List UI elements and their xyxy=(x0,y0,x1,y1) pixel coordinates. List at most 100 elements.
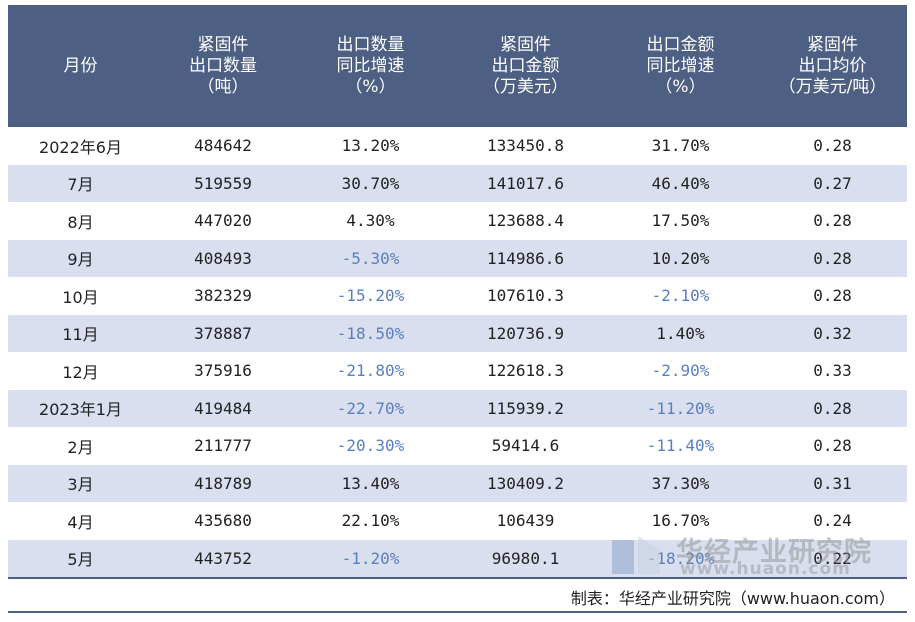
header-line: 出口数量 xyxy=(189,55,257,76)
cell-price: 0.28 xyxy=(758,389,907,427)
cell-month: 3月 xyxy=(8,464,153,502)
table-body: 2022年6月 484642 13.20% 133450.8 31.70% 0.28 7月 5… xyxy=(8,127,907,577)
cell-qty: 419484 xyxy=(153,389,293,427)
cell-amount-yoy: -11.40% xyxy=(603,427,758,465)
header-cell: 出口金额 同比增速 （%） xyxy=(603,5,758,127)
header-cell: 紧固件 出口均价 （万美元/吨） xyxy=(758,5,907,127)
cell-qty-yoy: 22.10% xyxy=(293,502,448,540)
header-line: （%） xyxy=(345,76,396,97)
source-note: 制表：华经产业研究院（www.huaon.com） xyxy=(570,589,895,608)
cell-qty-yoy: -5.30% xyxy=(293,239,448,277)
cell-amount-yoy: -18.20% xyxy=(603,539,758,577)
cell-amount: 115939.2 xyxy=(448,389,603,427)
cell-price: 0.33 xyxy=(758,352,907,390)
table-row: 10月 382329 -15.20% 107610.3 -2.10% 0.28 xyxy=(8,277,907,315)
table-row: 12月 375916 -21.80% 122618.3 -2.90% 0.33 xyxy=(8,352,907,390)
header-line: 紧固件 xyxy=(197,34,249,55)
cell-amount-yoy: 17.50% xyxy=(603,202,758,240)
cell-month: 2月 xyxy=(8,427,153,465)
cell-qty: 447020 xyxy=(153,202,293,240)
cell-amount: 106439 xyxy=(448,502,603,540)
cell-month: 5月 xyxy=(8,539,153,577)
cell-qty-yoy: -15.20% xyxy=(293,277,448,315)
table-row: 2月 211777 -20.30% 59414.6 -11.40% 0.28 xyxy=(8,427,907,465)
cell-month: 12月 xyxy=(8,352,153,390)
cell-amount: 141017.6 xyxy=(448,164,603,202)
cell-month: 4月 xyxy=(8,502,153,540)
export-stats-table: 月份 紧固件 出口数量 （吨） 出口数量 同比增速 （%） 紧固件 出口金额 （万美元） 出口金额同… xyxy=(8,5,907,577)
table-footer: 制表：华经产业研究院（www.huaon.com） xyxy=(8,577,907,613)
cell-qty: 408493 xyxy=(153,239,293,277)
cell-month: 8月 xyxy=(8,202,153,240)
cell-price: 0.27 xyxy=(758,164,907,202)
cell-qty: 378887 xyxy=(153,314,293,352)
header-line: 出口金额 xyxy=(491,55,560,76)
header-line: 出口数量 xyxy=(336,34,405,55)
cell-qty-yoy: 30.70% xyxy=(293,164,448,202)
cell-qty-yoy: 4.30% xyxy=(293,202,448,240)
cell-price: 0.28 xyxy=(758,239,907,277)
cell-amount: 133450.8 xyxy=(448,127,603,165)
table-row: 11月 378887 -18.50% 120736.9 1.40% 0.32 xyxy=(8,314,907,352)
header-cell: 出口数量 同比增速 （%） xyxy=(293,5,448,127)
header-line: （%） xyxy=(655,76,706,97)
cell-month: 2023年1月 xyxy=(8,389,153,427)
cell-price: 0.28 xyxy=(758,427,907,465)
cell-month: 10月 xyxy=(8,277,153,315)
cell-qty: 435680 xyxy=(153,502,293,540)
cell-amount-yoy: 1.40% xyxy=(603,314,758,352)
table-row: 7月 519559 30.70% 141017.6 46.40% 0.27 xyxy=(8,164,907,202)
table-row: 4月 435680 22.10% 106439 16.70% 0.24 xyxy=(8,502,907,540)
cell-amount: 120736.9 xyxy=(448,314,603,352)
header-line: 月份 xyxy=(63,55,98,76)
cell-month: 2022年6月 xyxy=(8,127,153,165)
table-row: 3月 418789 13.40% 130409.2 37.30% 0.31 xyxy=(8,464,907,502)
cell-amount: 122618.3 xyxy=(448,352,603,390)
cell-price: 0.32 xyxy=(758,314,907,352)
table-row: 5月 443752 -1.20% 96980.1 -18.20% 0.22 xyxy=(8,539,907,577)
cell-qty-yoy: 13.20% xyxy=(293,127,448,165)
cell-amount: 59414.6 xyxy=(448,427,603,465)
header-line: 出口均价 xyxy=(798,55,867,76)
header-line: 紧固件 xyxy=(807,34,858,55)
header-line: 紧固件 xyxy=(500,34,551,55)
cell-price: 0.31 xyxy=(758,464,907,502)
header-line: （万美元/吨） xyxy=(778,76,887,97)
cell-qty-yoy: 13.40% xyxy=(293,464,448,502)
cell-qty: 382329 xyxy=(153,277,293,315)
table-header-row: 月份 紧固件 出口数量 （吨） 出口数量 同比增速 （%） 紧固件 出口金额 （万美元） 出口金额同… xyxy=(8,5,907,127)
header-line: 出口金额 xyxy=(646,34,715,55)
cell-month: 7月 xyxy=(8,164,153,202)
table-row: 8月 447020 4.30% 123688.4 17.50% 0.28 xyxy=(8,202,907,240)
cell-amount-yoy: 37.30% xyxy=(603,464,758,502)
cell-amount-yoy: 31.70% xyxy=(603,127,758,165)
cell-amount: 130409.2 xyxy=(448,464,603,502)
cell-amount-yoy: -11.20% xyxy=(603,389,758,427)
cell-amount: 107610.3 xyxy=(448,277,603,315)
cell-price: 0.28 xyxy=(758,127,907,165)
header-cell: 月份 xyxy=(8,5,153,127)
cell-qty-yoy: -22.70% xyxy=(293,389,448,427)
cell-qty: 443752 xyxy=(153,539,293,577)
cell-amount: 123688.4 xyxy=(448,202,603,240)
cell-price: 0.28 xyxy=(758,202,907,240)
header-line: （吨） xyxy=(197,76,249,97)
cell-amount-yoy: -2.90% xyxy=(603,352,758,390)
cell-amount: 114986.6 xyxy=(448,239,603,277)
cell-qty: 484642 xyxy=(153,127,293,165)
cell-amount-yoy: 46.40% xyxy=(603,164,758,202)
cell-price: 0.24 xyxy=(758,502,907,540)
header-line: 同比增速 xyxy=(646,55,715,76)
cell-qty-yoy: -1.20% xyxy=(293,539,448,577)
cell-price: 0.22 xyxy=(758,539,907,577)
cell-qty: 211777 xyxy=(153,427,293,465)
cell-amount-yoy: 10.20% xyxy=(603,239,758,277)
cell-qty: 375916 xyxy=(153,352,293,390)
cell-amount: 96980.1 xyxy=(448,539,603,577)
cell-qty: 519559 xyxy=(153,164,293,202)
header-cell: 紧固件 出口金额 （万美元） xyxy=(448,5,603,127)
cell-amount-yoy: 16.70% xyxy=(603,502,758,540)
cell-month: 9月 xyxy=(8,239,153,277)
cell-qty: 418789 xyxy=(153,464,293,502)
header-cell: 紧固件 出口数量 （吨） xyxy=(153,5,293,127)
